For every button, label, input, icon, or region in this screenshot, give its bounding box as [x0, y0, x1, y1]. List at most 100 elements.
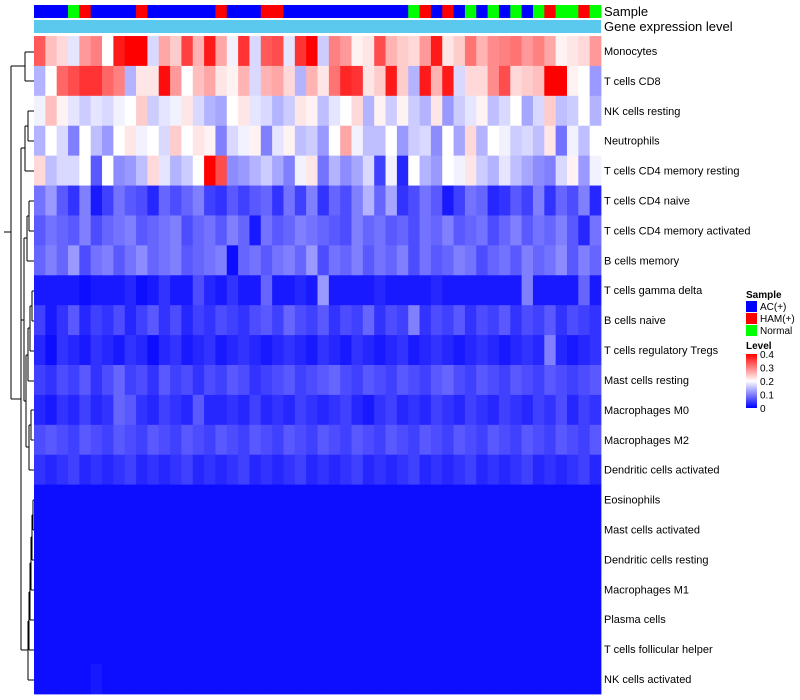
heatmap-cell	[340, 95, 352, 127]
heatmap-cell	[56, 394, 69, 426]
heatmap-cell	[396, 484, 409, 515]
heatmap-cell	[170, 514, 182, 545]
heatmap-cell	[396, 95, 409, 127]
heatmap-cell	[260, 125, 273, 157]
heatmap-cell	[306, 95, 318, 127]
heatmap-cell	[68, 305, 80, 336]
heatmap-cell	[589, 36, 602, 67]
heatmap-cell	[45, 275, 58, 306]
sample-annotation-cell	[408, 5, 420, 18]
heatmap-cell	[430, 335, 443, 366]
heatmap-cell	[90, 65, 103, 97]
heatmap-cell	[374, 65, 386, 97]
heatmap-cell	[328, 305, 341, 336]
heatmap-cell	[238, 365, 250, 396]
heatmap-cell	[249, 574, 262, 605]
heatmap-cell	[136, 36, 148, 67]
heatmap-cell	[385, 544, 398, 575]
heatmap-cell	[544, 275, 557, 306]
heatmap-cell	[453, 125, 466, 157]
heatmap-cell	[362, 305, 375, 336]
heatmap-cell	[476, 36, 488, 67]
heatmap-cell	[90, 514, 103, 545]
heatmap-cell	[170, 604, 182, 635]
heatmap-cell	[408, 574, 420, 605]
heatmap-cell	[453, 484, 466, 515]
heatmap-cell	[578, 215, 591, 246]
heatmap-cell	[362, 215, 375, 246]
heatmap-cell	[589, 394, 602, 426]
heatmap-cell	[181, 424, 194, 456]
heatmap-cell	[181, 484, 194, 515]
heatmap-cell	[102, 36, 114, 67]
heatmap-cell	[589, 305, 602, 336]
heatmap-cell	[408, 394, 420, 426]
heatmap-cell	[317, 125, 330, 157]
heatmap-cell	[102, 365, 114, 396]
heatmap-cell	[521, 245, 534, 276]
heatmap-cell	[249, 664, 262, 695]
heatmap-cell	[204, 484, 216, 515]
heatmap-cell	[362, 634, 375, 665]
heatmap-cell	[385, 245, 398, 276]
heatmap-cell	[306, 36, 318, 67]
heatmap-cell	[56, 155, 69, 186]
heatmap-cell	[419, 365, 432, 396]
heatmap-cell	[90, 305, 103, 336]
heatmap-cell	[226, 394, 239, 426]
heatmap-cell	[544, 574, 557, 605]
heatmap-cell	[464, 394, 477, 426]
heatmap-cell	[374, 95, 386, 127]
heatmap-cell	[79, 65, 92, 97]
heatmap-cell	[260, 514, 273, 545]
heatmap-cell	[113, 215, 126, 246]
heatmap-cell	[487, 604, 500, 635]
heatmap-cell	[90, 365, 103, 396]
heatmap-cell	[555, 365, 568, 396]
heatmap-cell	[158, 36, 171, 67]
heatmap-cell	[396, 574, 409, 605]
heatmap-cell	[249, 484, 262, 515]
sample-annotation-cell	[578, 5, 591, 18]
sample-annotation-cell	[170, 5, 182, 18]
heatmap-cell	[340, 125, 352, 157]
heatmap-cell	[442, 454, 454, 486]
heatmap-cell	[362, 65, 375, 97]
heatmap-cell	[102, 514, 114, 545]
heatmap-cell	[464, 514, 477, 545]
heatmap-cell	[328, 604, 341, 635]
heatmap-cell	[192, 484, 205, 515]
heatmap-cell	[158, 604, 171, 635]
heatmap-cell	[34, 454, 46, 486]
heatmap-cell	[532, 604, 545, 635]
heatmap-cell	[385, 155, 398, 186]
heatmap-cell	[238, 664, 250, 695]
heatmap-cell	[589, 215, 602, 246]
heatmap-cell	[396, 664, 409, 695]
heatmap-cell	[385, 424, 398, 456]
heatmap-cell	[294, 125, 307, 157]
heatmap-cell	[158, 574, 171, 605]
heatmap-cell	[158, 185, 171, 216]
heatmap-cell	[578, 275, 591, 306]
heatmap-cell	[113, 664, 126, 695]
heatmap-cell	[306, 394, 318, 426]
heatmap-cell	[226, 664, 239, 695]
heatmap-cell	[532, 365, 545, 396]
heatmap-cell	[181, 305, 194, 336]
heatmap-cell	[544, 215, 557, 246]
heatmap-cell	[79, 215, 92, 246]
heatmap-cell	[215, 36, 228, 67]
heatmap-cell	[487, 634, 500, 665]
heatmap-cell	[328, 484, 341, 515]
heatmap-cell	[578, 365, 591, 396]
heatmap-cell	[510, 664, 523, 695]
heatmap-cell	[306, 454, 318, 486]
heatmap-cell	[158, 484, 171, 515]
heatmap-cell	[260, 215, 273, 246]
heatmap-cell	[56, 275, 69, 306]
heatmap-cell	[476, 365, 488, 396]
heatmap-cell	[521, 544, 534, 575]
heatmap-cell	[294, 394, 307, 426]
sample-annotation-cell	[113, 5, 126, 18]
